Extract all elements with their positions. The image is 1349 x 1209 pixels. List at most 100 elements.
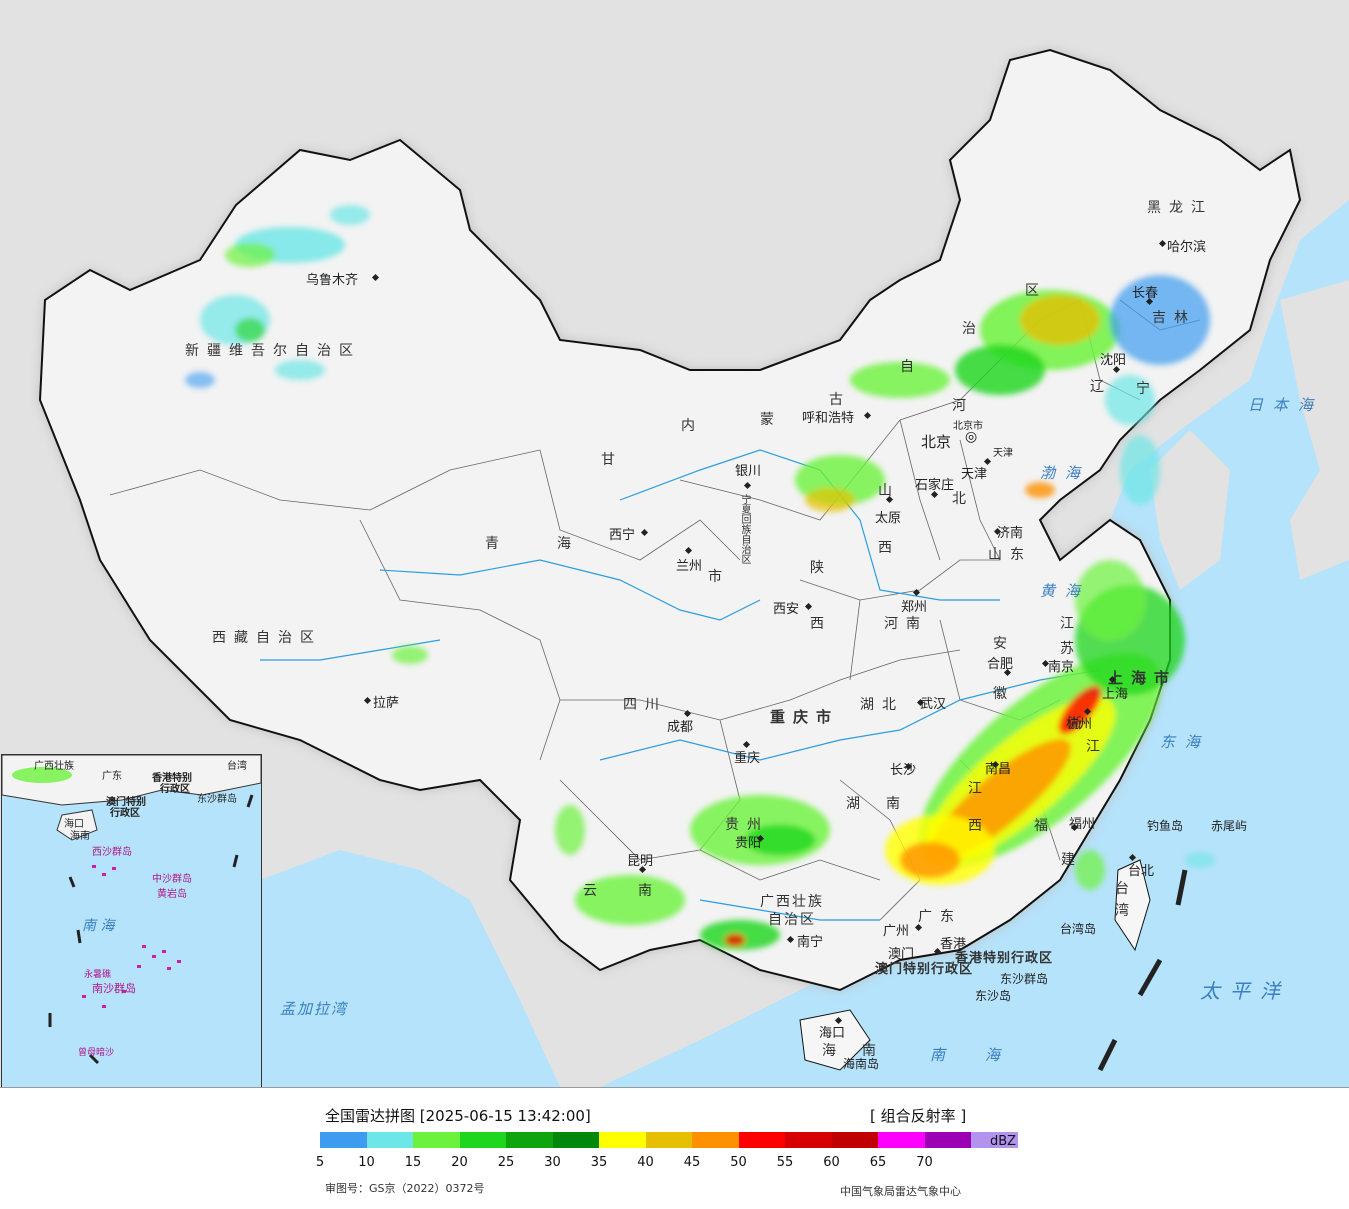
city-lanzhou[interactable]: 兰州: [676, 559, 703, 574]
city-yinchuan[interactable]: 银川: [735, 464, 762, 479]
inset-hainan: 海南: [70, 831, 90, 842]
colorbar-tick-label: 55: [776, 1155, 794, 1170]
city-beijing-shi: 北京市: [953, 421, 983, 432]
colorbar-tick-label: 15: [404, 1155, 422, 1170]
hainan-island: [799, 1009, 871, 1071]
inset-macao: 澳门特别: [106, 797, 146, 808]
inset-yongshu: 永暑礁: [84, 970, 112, 980]
inset-haikou: 海口: [64, 819, 84, 830]
province-hebei-2: 北: [952, 491, 974, 507]
island-hainan: 海南岛: [843, 1057, 880, 1071]
province-shanghai: 上海市: [1108, 669, 1178, 687]
island-dongsha: 东沙岛: [975, 989, 1012, 1003]
city-harbin[interactable]: 哈尔滨: [1167, 240, 1207, 255]
legend-product: [ 组合反射率 ]: [870, 1107, 967, 1125]
inset-guangdong: 广东: [102, 771, 122, 782]
city-shenyang[interactable]: 沈阳: [1100, 353, 1127, 368]
inset-macao2: 行政区: [110, 808, 140, 819]
province-fujian-1: 福: [1034, 818, 1056, 834]
inset-hk: 香港特别: [152, 773, 192, 784]
city-hohhot[interactable]: 呼和浩特: [802, 411, 855, 426]
city-hangzhou[interactable]: 杭州: [1066, 717, 1093, 732]
province-fujian-2: 建: [1061, 852, 1083, 868]
city-hongkong[interactable]: 香港: [940, 937, 967, 952]
legend-title: 全国雷达拼图 [2025-06-15 13:42:00]: [325, 1107, 591, 1125]
city-xining[interactable]: 西宁: [609, 528, 636, 543]
province-shaanxi-1: 陕: [810, 560, 832, 576]
city-urumqi[interactable]: 乌鲁木齐: [306, 273, 359, 288]
city-guiyang[interactable]: 贵阳: [735, 836, 762, 851]
province-jiangxi-1: 江: [968, 781, 990, 797]
province-jiangsu-1: 江: [1060, 616, 1082, 632]
city-fuzhou[interactable]: 福州: [1069, 817, 1096, 832]
province-liaoning-2: 宁: [1136, 381, 1158, 397]
province-shandong: 山东: [988, 547, 1032, 563]
city-hefei[interactable]: 合肥: [987, 657, 1014, 672]
province-chongqing: 重庆市: [770, 708, 840, 726]
colorbar-box: [924, 1132, 971, 1148]
city-nanning[interactable]: 南宁: [797, 935, 824, 950]
province-guizhou: 贵州: [725, 817, 769, 833]
inset-svg: [2, 755, 261, 1065]
province-guangxi-1: 广西壮族: [760, 894, 824, 910]
sea-south-china: 南海: [930, 1046, 1041, 1064]
organization-name: 中国气象局雷达气象中心: [840, 1185, 961, 1198]
city-changsha[interactable]: 长沙: [890, 763, 917, 778]
city-jinan[interactable]: 济南: [997, 526, 1024, 541]
colorbar-box: [413, 1132, 460, 1148]
province-zhejiang-1: 浙: [1068, 716, 1090, 732]
sea-huanghai: 黄海: [1040, 582, 1091, 600]
sea-bengal: 孟加拉湾: [280, 1000, 349, 1018]
city-shijiazhuang[interactable]: 石家庄: [915, 478, 955, 493]
province-neimenggu-4: 自: [900, 359, 922, 375]
province-sichuan: 四川: [623, 697, 667, 713]
sea-japan: 日本海: [1248, 396, 1324, 414]
city-beijing[interactable]: 北京: [921, 433, 952, 451]
radar-echoes: [185, 205, 1215, 950]
city-macao[interactable]: 澳门: [888, 947, 915, 962]
colorbar-tick-label: 70: [916, 1155, 933, 1170]
colorbar-box: [552, 1132, 599, 1148]
colorbar-box: [692, 1132, 739, 1148]
city-wuhan[interactable]: 武汉: [920, 697, 947, 712]
inset-zengmu: 曾母暗沙: [78, 1048, 115, 1058]
boundary-dashes: [1097, 869, 1188, 1072]
city-kunming[interactable]: 昆明: [627, 854, 654, 869]
province-taiwan-1: 台: [1115, 881, 1137, 897]
province-neimenggu-1: 内: [681, 418, 703, 434]
province-henan: 河南: [884, 616, 928, 632]
province-hebei-1: 河: [952, 398, 974, 414]
city-lhasa[interactable]: 拉萨: [373, 696, 400, 711]
city-taiyuan[interactable]: 太原: [875, 511, 902, 526]
province-jiangxi-2: 西: [968, 818, 990, 834]
province-hainan-2: 南: [862, 1043, 884, 1059]
province-taiwan-2: 湾: [1115, 903, 1137, 919]
sea-bohai: 渤海: [1040, 464, 1091, 482]
city-taipei[interactable]: 台北: [1128, 864, 1155, 879]
city-xian[interactable]: 西安: [773, 602, 800, 617]
inset-xisha: 西沙群岛: [92, 847, 132, 858]
colorbar-tick-label: 45: [683, 1155, 701, 1170]
city-changchun[interactable]: 长春: [1132, 286, 1159, 301]
city-haikou[interactable]: 海口: [819, 1026, 846, 1041]
city-chongqing[interactable]: 重庆: [734, 751, 761, 766]
legend-panel: 全国雷达拼图 [2025-06-15 13:42:00] [ 组合反射率 ] d…: [0, 1087, 1349, 1209]
city-chengdu[interactable]: 成都: [667, 720, 694, 735]
province-neimenggu-3: 古: [829, 392, 851, 408]
city-zhengzhou[interactable]: 郑州: [901, 600, 928, 615]
city-guangzhou[interactable]: 广州: [883, 924, 910, 939]
island-dongsha-group: 东沙群岛: [1000, 972, 1049, 986]
city-shanghai[interactable]: 上海: [1102, 687, 1129, 702]
province-hubei: 湖北: [860, 697, 904, 713]
colorbar-tick-label: 5: [315, 1155, 325, 1170]
map-area[interactable]: 新疆维吾尔自治区 西藏自治区 青 海 甘 市 内 蒙 古 自 治 区 黑龙江 吉…: [0, 0, 1349, 1087]
province-qinghai-1: 青: [485, 536, 507, 552]
city-nanjing[interactable]: 南京: [1048, 660, 1075, 675]
city-nanchang[interactable]: 南昌: [985, 762, 1012, 777]
inset-guangxi: 广西壮族: [34, 761, 74, 772]
city-tianjin[interactable]: 天津: [961, 467, 988, 482]
colorbar-box: [506, 1132, 553, 1148]
reflectivity-colorbar: [320, 1132, 1018, 1148]
colorbar-box: [366, 1132, 413, 1148]
inset-nansha: 南沙群岛: [92, 982, 136, 995]
